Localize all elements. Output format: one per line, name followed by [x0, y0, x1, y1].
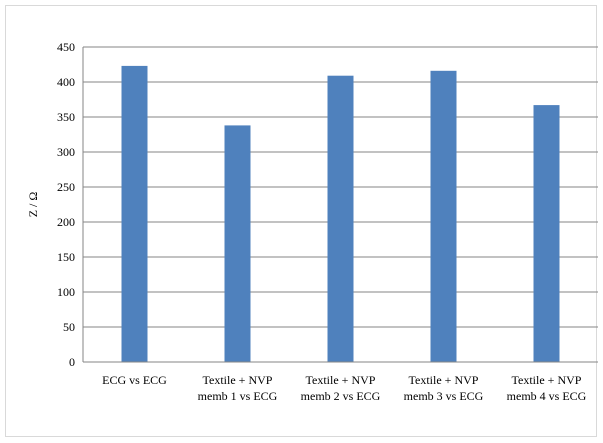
y-tick-labels: 0 50 100 150 200 250 300 350 400 450 [57, 40, 75, 369]
bar [533, 105, 560, 362]
x-category-label: Textile + NVP [512, 373, 582, 387]
x-category-label: Textile + NVP [306, 373, 376, 387]
x-category-label: memb 2 vs ECG [301, 389, 381, 403]
y-tick-label: 50 [63, 320, 75, 334]
x-category-labels: ECG vs ECG Textile + NVP memb 1 vs ECG Text… [102, 373, 586, 403]
y-tick-label: 200 [57, 215, 75, 229]
bar [121, 65, 148, 363]
y-tick-label: 100 [57, 285, 75, 299]
y-tick-label: 250 [57, 180, 75, 194]
bar [224, 125, 251, 363]
x-category-label: Textile + NVP [203, 373, 273, 387]
x-category-label: ECG vs ECG [102, 373, 167, 387]
bar [327, 75, 354, 362]
y-tick-label: 400 [57, 75, 75, 89]
x-category-label: memb 3 vs ECG [404, 389, 484, 403]
y-tick-label: 450 [57, 40, 75, 54]
x-category-label: Textile + NVP [409, 373, 479, 387]
y-axis-title: Z / Ω [26, 192, 40, 218]
y-tick-label: 300 [57, 145, 75, 159]
axes [82, 47, 598, 363]
y-tick-label: 350 [57, 110, 75, 124]
x-category-label: memb 1 vs ECG [198, 389, 278, 403]
y-tick-label: 0 [69, 355, 75, 369]
chart-frame [5, 5, 597, 437]
y-tick-label: 150 [57, 250, 75, 264]
bars [121, 65, 560, 363]
bar [430, 70, 457, 363]
x-category-label: memb 4 vs ECG [507, 389, 587, 403]
